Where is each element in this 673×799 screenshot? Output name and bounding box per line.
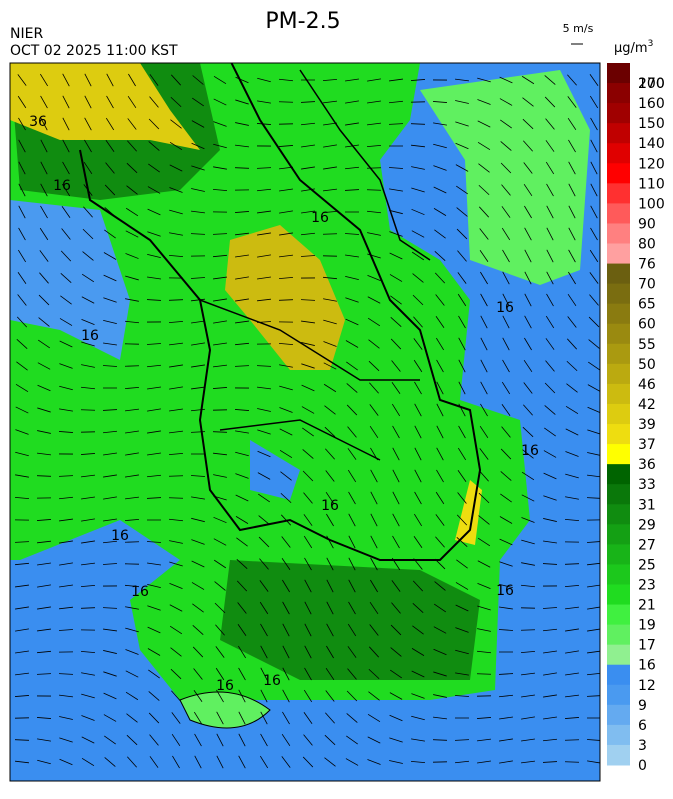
colorbar-label: 19 — [638, 618, 656, 634]
colorbar-bin — [607, 123, 630, 144]
colorbar-label: 23 — [638, 577, 656, 593]
wind-scale: 5 m/s — [563, 22, 594, 35]
colorbar-label: 46 — [638, 377, 656, 393]
colorbar-label: 150 — [638, 116, 665, 132]
colorbar-bin — [607, 223, 630, 244]
colorbar-bin — [607, 504, 630, 525]
map: 36 16 16 16 16 16 16 16 16 16 16 16 — [10, 60, 601, 781]
contour-label: 16 — [311, 210, 329, 226]
contour-label: 16 — [216, 678, 234, 694]
colorbar-label: 39 — [638, 417, 656, 433]
unit-base: µg/m — [614, 41, 648, 56]
contour-label: 16 — [521, 443, 539, 459]
contour-label: 16 — [53, 178, 71, 194]
colorbar-bin — [607, 203, 630, 224]
contour-label: 16 — [496, 300, 514, 316]
contour-label: 16 — [111, 528, 129, 544]
contour-label: 16 — [321, 498, 339, 514]
colorbar-bin — [607, 404, 630, 425]
wind-arrow — [125, 366, 139, 367]
colorbar-bin — [607, 625, 630, 646]
contour-label: 16 — [263, 673, 281, 689]
timestamp: OCT 02 2025 11:00 KST — [10, 43, 178, 59]
colorbar-label: 160 — [638, 96, 665, 112]
colorbar-bin — [607, 384, 630, 405]
colorbar-bin — [607, 524, 630, 545]
colorbar-bin — [607, 424, 630, 445]
contour-label: 16 — [81, 328, 99, 344]
colorbar-label: 29 — [638, 517, 656, 533]
colorbar-bin — [607, 284, 630, 305]
colorbar: 2001701601501401201101009080767065605550… — [607, 63, 665, 774]
colorbar-label: 120 — [638, 156, 665, 172]
colorbar-label: 100 — [638, 196, 665, 212]
colorbar-label: 31 — [638, 497, 656, 513]
colorbar-bin — [607, 665, 630, 686]
colorbar-label: 80 — [638, 237, 656, 253]
colorbar-bin — [607, 143, 630, 164]
colorbar-label: 25 — [638, 557, 656, 573]
wind-arrow — [279, 102, 293, 103]
colorbar-bin — [607, 745, 630, 766]
wind-arrow — [81, 410, 95, 411]
colorbar-label: 16 — [638, 658, 656, 674]
colorbar-label: 65 — [638, 297, 656, 313]
colorbar-bin — [607, 544, 630, 565]
colorbar-label: 42 — [638, 397, 656, 413]
colorbar-bin — [607, 564, 630, 585]
colorbar-bin — [607, 344, 630, 365]
colorbar-label: 33 — [638, 477, 656, 493]
colorbar-bin — [607, 183, 630, 204]
colorbar-label: 37 — [638, 437, 656, 453]
agency: NIER — [10, 26, 43, 42]
colorbar-bin — [607, 83, 630, 104]
colorbar-bin — [607, 304, 630, 325]
colorbar-bin — [607, 464, 630, 485]
unit-exponent: 3 — [648, 39, 654, 49]
title: PM-2.5 — [265, 9, 340, 34]
colorbar-bin — [607, 705, 630, 726]
wind-arrow — [521, 630, 535, 631]
colorbar-label: 70 — [638, 277, 656, 293]
colorbar-label: 27 — [638, 537, 656, 553]
colorbar-label: 0 — [638, 758, 647, 774]
colorbar-bin — [607, 103, 630, 124]
colorbar-label: 50 — [638, 357, 656, 373]
colorbar-bin — [607, 484, 630, 505]
colorbar-label: 21 — [638, 598, 656, 614]
colorbar-bin — [607, 264, 630, 285]
colorbar-label: 140 — [638, 136, 665, 152]
colorbar-label: 60 — [638, 317, 656, 333]
colorbar-bin — [607, 645, 630, 666]
colorbar-bin — [607, 685, 630, 706]
colorbar-label: 36 — [638, 457, 656, 473]
colorbar-label: 110 — [638, 176, 665, 192]
colorbar-bin — [607, 163, 630, 184]
colorbar-label: 90 — [638, 216, 656, 232]
contour-label: 36 — [29, 114, 47, 130]
colorbar-bin — [607, 63, 630, 84]
wind-arrow — [323, 234, 337, 235]
colorbar-label: 17 — [638, 638, 656, 654]
colorbar-label: 76 — [638, 257, 656, 273]
colorbar-bin — [607, 725, 630, 746]
colorbar-bin — [607, 364, 630, 385]
colorbar-bin — [607, 605, 630, 626]
contour-label: 16 — [496, 583, 514, 599]
unit: µg/m3 — [614, 39, 653, 56]
colorbar-label: 12 — [638, 678, 656, 694]
colorbar-label: 6 — [638, 718, 647, 734]
colorbar-label: 170 — [638, 76, 665, 92]
colorbar-label: 55 — [638, 337, 656, 353]
colorbar-label: 3 — [638, 738, 647, 754]
colorbar-bin — [607, 244, 630, 265]
contour-label: 16 — [131, 584, 149, 600]
colorbar-label: 9 — [638, 698, 647, 714]
colorbar-bin — [607, 584, 630, 605]
colorbar-bin — [607, 324, 630, 345]
colorbar-bin — [607, 444, 630, 465]
